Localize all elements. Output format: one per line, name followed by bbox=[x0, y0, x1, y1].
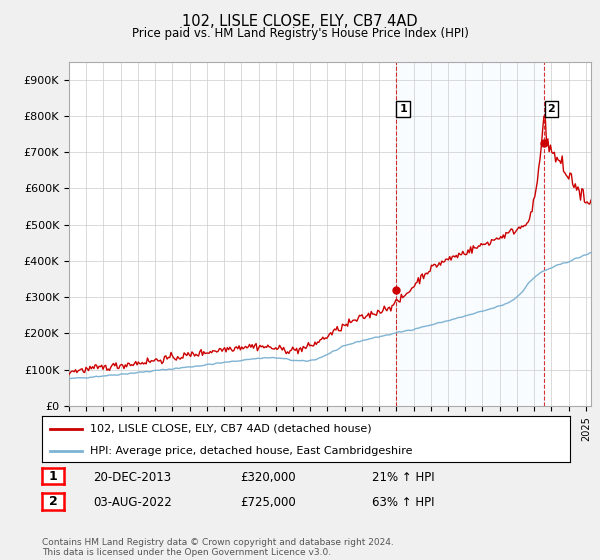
Text: Price paid vs. HM Land Registry's House Price Index (HPI): Price paid vs. HM Land Registry's House … bbox=[131, 27, 469, 40]
Text: £725,000: £725,000 bbox=[240, 496, 296, 509]
Text: 21% ↑ HPI: 21% ↑ HPI bbox=[372, 470, 434, 484]
Text: 1: 1 bbox=[49, 469, 58, 483]
Text: 2: 2 bbox=[49, 494, 58, 508]
Text: 102, LISLE CLOSE, ELY, CB7 4AD (detached house): 102, LISLE CLOSE, ELY, CB7 4AD (detached… bbox=[89, 424, 371, 434]
Text: 03-AUG-2022: 03-AUG-2022 bbox=[93, 496, 172, 509]
Text: HPI: Average price, detached house, East Cambridgeshire: HPI: Average price, detached house, East… bbox=[89, 446, 412, 455]
Text: 2: 2 bbox=[548, 104, 556, 114]
Text: 1: 1 bbox=[399, 104, 407, 114]
Text: 20-DEC-2013: 20-DEC-2013 bbox=[93, 470, 171, 484]
Text: 102, LISLE CLOSE, ELY, CB7 4AD: 102, LISLE CLOSE, ELY, CB7 4AD bbox=[182, 14, 418, 29]
Bar bbox=[396, 62, 544, 406]
Text: 63% ↑ HPI: 63% ↑ HPI bbox=[372, 496, 434, 509]
Text: £320,000: £320,000 bbox=[240, 470, 296, 484]
Text: Contains HM Land Registry data © Crown copyright and database right 2024.
This d: Contains HM Land Registry data © Crown c… bbox=[42, 538, 394, 557]
